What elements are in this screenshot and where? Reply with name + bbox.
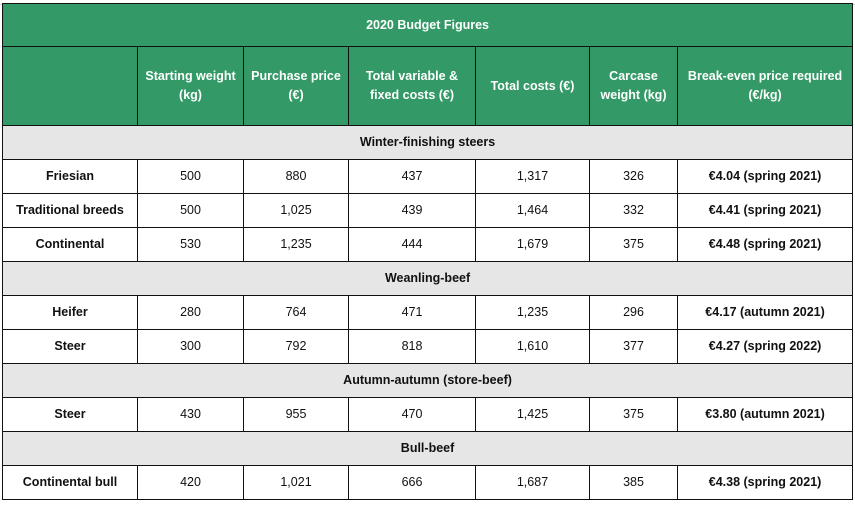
table-row: Continental 530 1,235 444 1,679 375 €4.48 (spr… xyxy=(2,227,854,262)
break-even-cell: €4.17 (autumn 2021) xyxy=(676,295,854,330)
column-header: Total costs (€) xyxy=(475,46,590,126)
table-cell: 444 xyxy=(348,227,476,262)
break-even-cell: €4.48 (spring 2021) xyxy=(676,227,854,262)
break-even-cell: €4.27 (spring 2022) xyxy=(676,329,854,364)
table-cell: 296 xyxy=(589,295,678,330)
row-label: Heifer xyxy=(2,295,138,330)
table-cell: 280 xyxy=(137,295,244,330)
break-even-cell: €4.38 (spring 2021) xyxy=(676,465,854,500)
table-row: Steer 430 955 470 1,425 375 €3.80 (autumn 2021… xyxy=(2,397,854,432)
table-row: Steer 300 792 818 1,610 377 €4.27 (spring 2022… xyxy=(2,329,854,364)
row-label: Steer xyxy=(2,397,138,432)
table-cell: 470 xyxy=(348,397,476,432)
section-row: Winter-finishing steers xyxy=(1,125,854,160)
table-cell: 818 xyxy=(348,329,476,364)
table-cell: 500 xyxy=(137,159,244,194)
table-cell: 1,464 xyxy=(475,193,590,228)
table-cell: 375 xyxy=(589,397,678,432)
section-title: Autumn-autumn (store-beef) xyxy=(1,363,854,398)
break-even-cell: €3.80 (autumn 2021) xyxy=(676,397,854,432)
table-cell: 1,610 xyxy=(475,329,590,364)
break-even-cell: €4.41 (spring 2021) xyxy=(676,193,854,228)
table-cell: 1,687 xyxy=(475,465,590,500)
row-label: Steer xyxy=(2,329,138,364)
budget-table: 2020 Budget Figures Starting weight (kg)… xyxy=(1,3,854,500)
table-cell: 1,235 xyxy=(475,295,590,330)
column-header: Starting weight (kg) xyxy=(137,46,244,126)
row-label: Friesian xyxy=(2,159,138,194)
table-cell: 430 xyxy=(137,397,244,432)
section-title: Weanling-beef xyxy=(1,261,854,296)
table-cell: 420 xyxy=(137,465,244,500)
row-label: Traditional breeds xyxy=(2,193,138,228)
table-cell: 471 xyxy=(348,295,476,330)
section-title: Winter-finishing steers xyxy=(1,125,854,160)
table-cell: 437 xyxy=(348,159,476,194)
table-cell: 1,021 xyxy=(243,465,349,500)
column-header: Break-even price required (€/kg) xyxy=(676,46,854,126)
table-cell: 792 xyxy=(243,329,349,364)
column-header: Carcase weight (kg) xyxy=(589,46,678,126)
table-cell: 1,425 xyxy=(475,397,590,432)
header-row: Starting weight (kg) Purchase price (€) To… xyxy=(2,46,854,126)
table-row: Heifer 280 764 471 1,235 296 €4.17 (autumn 202… xyxy=(2,295,854,330)
table-cell: 666 xyxy=(348,465,476,500)
table-cell: 377 xyxy=(589,329,678,364)
table-cell: 439 xyxy=(348,193,476,228)
table-row: Friesian 500 880 437 1,317 326 €4.04 (spring 2… xyxy=(2,159,854,194)
table-cell: 500 xyxy=(137,193,244,228)
table-cell: 530 xyxy=(137,227,244,262)
table-row: Continental bull 420 1,021 666 1,687 385 €4.38… xyxy=(2,465,854,500)
row-label: Continental bull xyxy=(2,465,138,500)
table-cell: 955 xyxy=(243,397,349,432)
section-row: Weanling-beef xyxy=(1,261,854,296)
section-row: Bull-beef xyxy=(1,431,854,466)
column-header xyxy=(2,46,138,126)
break-even-cell: €4.04 (spring 2021) xyxy=(676,159,854,194)
table-title: 2020 Budget Figures xyxy=(1,3,854,47)
table-row: Traditional breeds 500 1,025 439 1,464 332 €4.… xyxy=(2,193,854,228)
section-title: Bull-beef xyxy=(1,431,854,466)
table-cell: 300 xyxy=(137,329,244,364)
table-cell: 326 xyxy=(589,159,678,194)
table-cell: 1,317 xyxy=(475,159,590,194)
column-header: Total variable & fixed costs (€) xyxy=(348,46,476,126)
table-cell: 332 xyxy=(589,193,678,228)
row-label: Continental xyxy=(2,227,138,262)
column-header: Purchase price (€) xyxy=(243,46,349,126)
table-cell: 1,025 xyxy=(243,193,349,228)
table-cell: 764 xyxy=(243,295,349,330)
table-cell: 385 xyxy=(589,465,678,500)
table-cell: 880 xyxy=(243,159,349,194)
table-cell: 1,235 xyxy=(243,227,349,262)
table-cell: 1,679 xyxy=(475,227,590,262)
title-row: 2020 Budget Figures xyxy=(1,3,854,47)
table-cell: 375 xyxy=(589,227,678,262)
section-row: Autumn-autumn (store-beef) xyxy=(1,363,854,398)
